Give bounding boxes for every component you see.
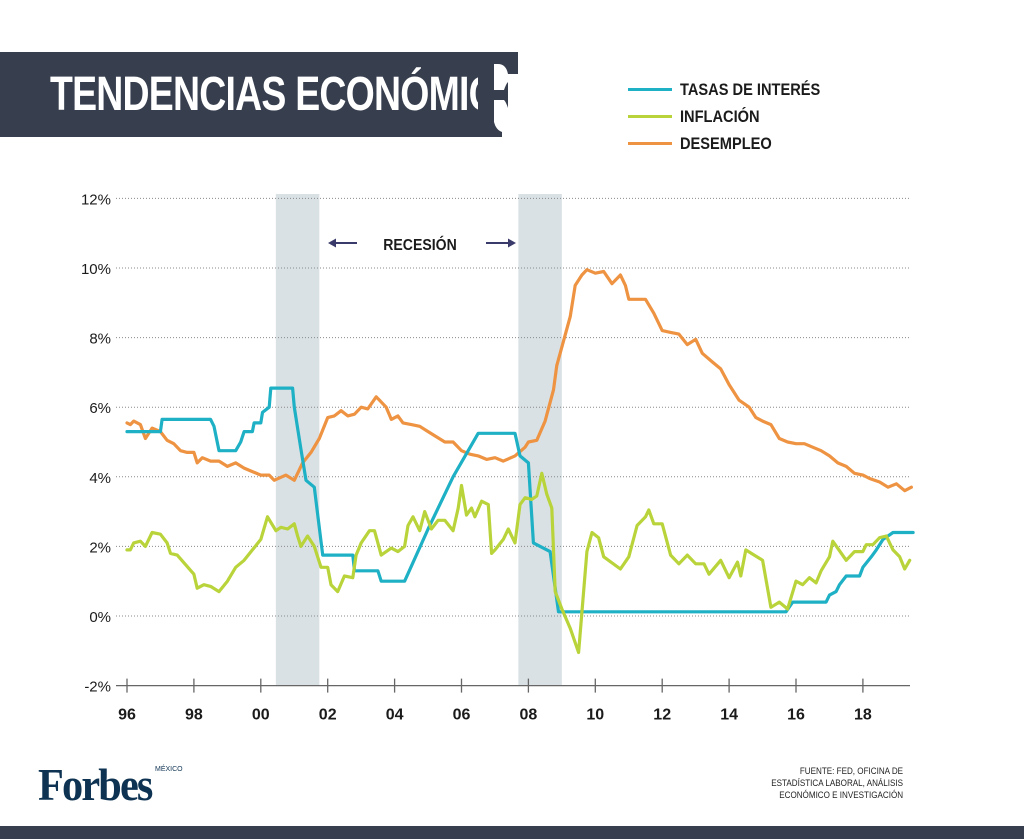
y-tick-label: 4%	[89, 470, 111, 487]
x-tick-label: 10	[586, 707, 604, 724]
y-tick-label: 8%	[89, 331, 111, 348]
chart-legend: TASAS DE INTERÉS INFLACIÓN DESEMPLEO	[628, 76, 843, 157]
source-note: FUENTE: FED, OFICINA DE ESTADÍSTICA LABO…	[771, 766, 903, 802]
legend-label: TASAS DE INTERÉS	[680, 79, 821, 99]
x-tick-label: 96	[118, 707, 136, 724]
x-tick-label: 04	[386, 707, 404, 724]
legend-item-unemployment: DESEMPLEO	[628, 130, 843, 157]
forbes-logo-sub: MÉXICO	[155, 766, 183, 773]
y-tick-label: -2%	[84, 679, 111, 696]
y-tick-label: 2%	[89, 539, 111, 556]
arrow-left-head	[328, 238, 336, 248]
source-line: FUENTE: FED, OFICINA DE	[799, 766, 903, 777]
x-tick-label: 18	[854, 707, 872, 724]
x-tick-label: 98	[185, 707, 203, 724]
recession-band	[275, 194, 320, 686]
bottom-bar	[0, 826, 1024, 839]
legend-item-interest: TASAS DE INTERÉS	[628, 76, 843, 103]
x-tick-label: 08	[520, 707, 538, 724]
legend-swatch-interest	[628, 88, 672, 91]
arrow-right-head	[508, 238, 516, 248]
x-tick-label: 16	[787, 707, 805, 724]
legend-item-inflation: INFLACIÓN	[628, 103, 843, 130]
legend-swatch-inflation	[628, 115, 672, 118]
legend-label: INFLACIÓN	[680, 106, 760, 126]
series-line-unemployment	[125, 268, 913, 493]
series-line-inflation	[125, 471, 912, 655]
x-tick-label: 00	[252, 707, 270, 724]
y-tick-label: 6%	[89, 400, 111, 417]
recession-band	[518, 194, 562, 686]
x-tick-label: 12	[653, 707, 671, 724]
recession-label: RECESIÓN	[383, 235, 457, 254]
x-tick-label: 06	[453, 707, 471, 724]
source-line: ESTADÍSTICA LABORAL, ANÁLISIS	[771, 778, 903, 789]
x-tick-label: 14	[720, 707, 738, 724]
title-banner	[0, 52, 500, 137]
legend-swatch-unemployment	[628, 142, 672, 145]
forbes-f-logo-icon	[478, 52, 524, 137]
y-tick-label: 12%	[81, 191, 111, 208]
source-line: ECONÓMICO E INVESTIGACIÓN	[779, 790, 903, 801]
y-tick-label: 0%	[89, 609, 111, 626]
forbes-logo: Forbes	[38, 759, 153, 810]
y-tick-label: 10%	[81, 261, 111, 278]
page-title: TENDENCIAS ECONÓMICAS	[50, 68, 546, 121]
series-line-interest	[125, 386, 915, 614]
x-tick-label: 02	[319, 707, 337, 724]
legend-label: DESEMPLEO	[680, 133, 772, 153]
